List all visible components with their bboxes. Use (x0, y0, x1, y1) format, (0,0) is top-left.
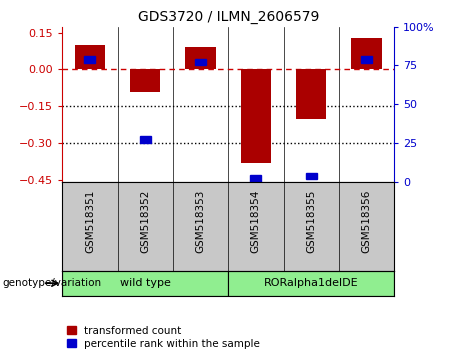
Bar (250, 176, 261, 182)
Text: GSM518356: GSM518356 (361, 189, 372, 253)
Text: wild type: wild type (120, 278, 171, 288)
Bar (185, 47, 216, 69)
Text: GSM518353: GSM518353 (195, 189, 206, 253)
Bar (351, 38, 382, 69)
Legend: transformed count, percentile rank within the sample: transformed count, percentile rank withi… (67, 326, 260, 349)
Text: GSM518354: GSM518354 (251, 189, 261, 253)
Bar (140, 136, 151, 143)
Bar (306, 173, 317, 179)
Bar (62, 271, 228, 296)
Text: RORalpha1delDE: RORalpha1delDE (264, 278, 359, 288)
Title: GDS3720 / ILMN_2606579: GDS3720 / ILMN_2606579 (137, 10, 319, 24)
Text: genotype/variation: genotype/variation (2, 278, 101, 288)
Bar (75, 45, 105, 69)
Bar (241, 69, 271, 163)
Bar (361, 57, 372, 63)
Bar (130, 69, 160, 92)
Bar (228, 271, 394, 296)
Bar (84, 57, 95, 63)
Text: GSM518351: GSM518351 (85, 189, 95, 253)
Text: GSM518352: GSM518352 (140, 189, 150, 253)
Text: GSM518355: GSM518355 (306, 189, 316, 253)
Bar (195, 59, 206, 65)
Bar (296, 69, 326, 119)
